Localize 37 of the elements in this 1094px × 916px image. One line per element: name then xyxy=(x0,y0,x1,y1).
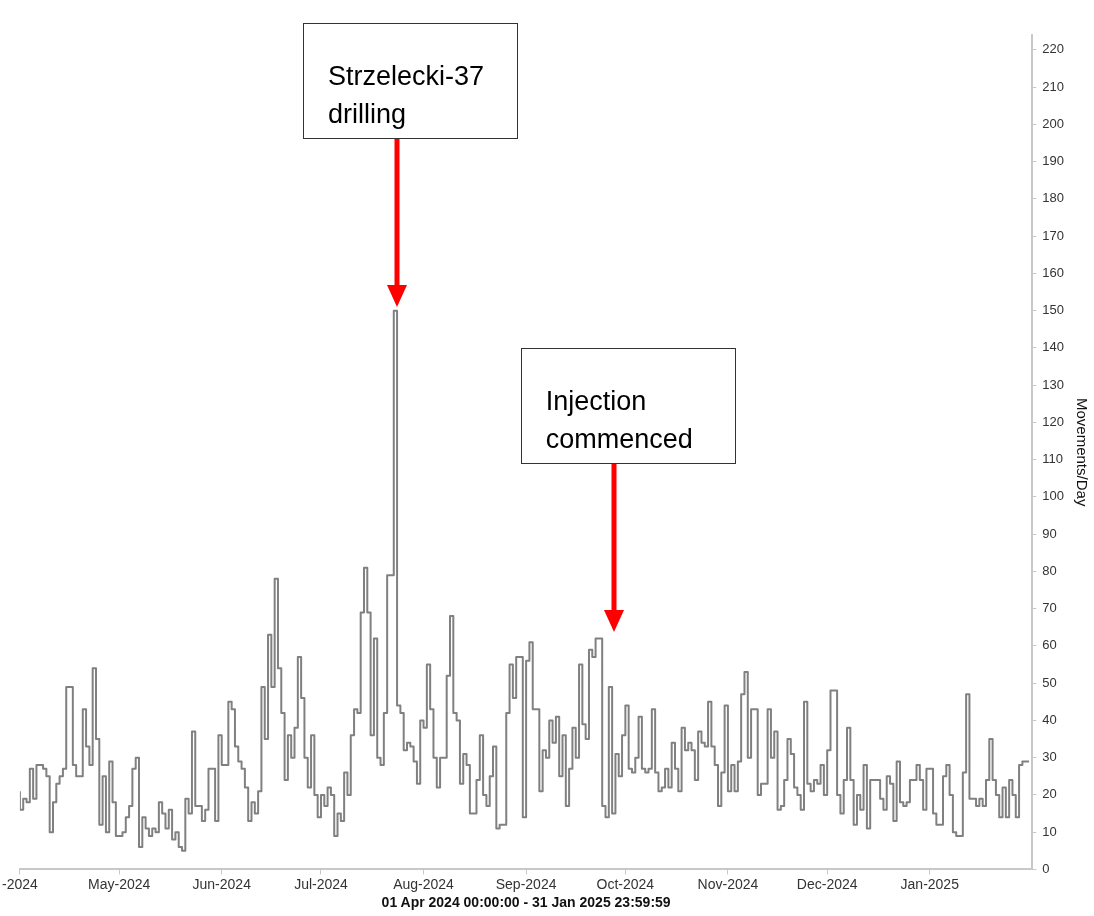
y-tick-label: 30 xyxy=(1042,749,1057,765)
y-tick-label: 70 xyxy=(1042,600,1057,616)
y-tick-label: 200 xyxy=(1042,115,1065,131)
y-tick-label: 50 xyxy=(1042,674,1057,690)
y-tick-label: 110 xyxy=(1042,451,1064,467)
x-tick-label: Jan-2025 xyxy=(900,875,960,892)
x-tick-label: May-2024 xyxy=(88,875,151,892)
x-tick-label: Dec-2024 xyxy=(796,875,858,892)
y-tick-label: 180 xyxy=(1042,190,1065,206)
y-tick-label: 120 xyxy=(1042,413,1065,429)
y-tick-label: 160 xyxy=(1042,264,1065,280)
y-tick-label: 220 xyxy=(1042,41,1065,57)
x-tick-label: Jun-2024 xyxy=(192,875,252,892)
x-tick-label: -2024 xyxy=(2,875,39,892)
y-tick-label: 130 xyxy=(1042,376,1065,392)
y-tick-label: 80 xyxy=(1042,562,1057,578)
y-tick-label: 40 xyxy=(1042,711,1057,727)
y-tick-label: 10 xyxy=(1042,823,1057,839)
x-tick-label: Nov-2024 xyxy=(697,875,759,892)
y-tick-label: 90 xyxy=(1042,525,1057,541)
y-tick-label: 190 xyxy=(1042,153,1065,169)
y-tick-label: 140 xyxy=(1042,339,1065,355)
annotation: Strzelecki-37 drilling xyxy=(303,23,519,139)
x-tick-label: Sep-2024 xyxy=(495,875,557,892)
y-tick-label: 20 xyxy=(1042,786,1057,802)
x-tick-label: Oct-2024 xyxy=(596,875,655,892)
y-tick-label: 0 xyxy=(1042,860,1050,876)
annotation: Injection commenced xyxy=(520,347,736,464)
y-tick-label: 150 xyxy=(1042,302,1065,318)
x-tick-label: Jul-2024 xyxy=(294,875,349,892)
x-tick-label: Aug-2024 xyxy=(393,875,455,892)
y-tick-label: 210 xyxy=(1042,78,1065,94)
y-tick-label: 60 xyxy=(1042,637,1057,653)
y-tick-label: 170 xyxy=(1042,227,1065,243)
x-axis-title: 01 Apr 2024 00:00:00 - 31 Jan 2025 23:59:59 xyxy=(381,894,671,911)
y-axis-title: Movements/Day xyxy=(1073,398,1091,507)
y-tick-label: 100 xyxy=(1042,488,1065,504)
